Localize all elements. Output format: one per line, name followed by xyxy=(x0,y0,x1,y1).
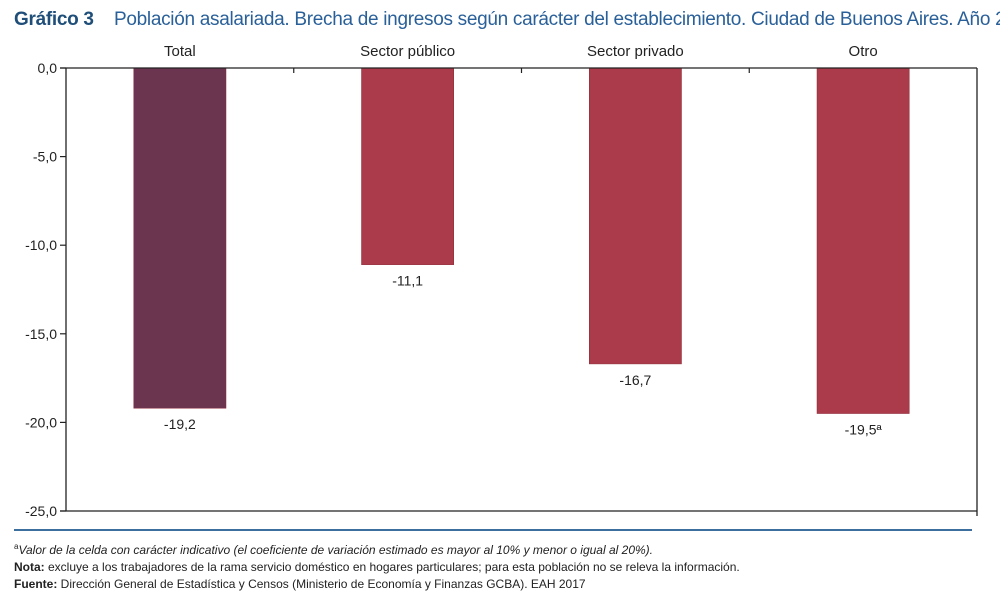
y-tick-label: -15,0 xyxy=(25,326,57,342)
footnote-nota: Nota: excluye a los trabajadores de la r… xyxy=(14,559,740,576)
axes-layer xyxy=(60,67,978,516)
nota-text: excluye a los trabajadores de la rama se… xyxy=(44,560,740,574)
bar-chart: -19,2 Total -11,1 Sector público -16,7 Sector… xyxy=(25,43,978,519)
category-label: Sector público xyxy=(360,43,455,60)
category-label: Total xyxy=(164,43,196,60)
y-tick-label: 0,0 xyxy=(38,60,58,76)
footnote-fuente: Fuente: Dirección General de Estadística… xyxy=(14,576,740,593)
category-label: Otro xyxy=(849,43,878,60)
footnote-indicative: aValor de la celda con carácter indicati… xyxy=(14,538,740,559)
bar-otro xyxy=(816,67,910,414)
data-label: -11,1 xyxy=(392,273,423,289)
fuente-label: Fuente: xyxy=(14,577,58,591)
category-label: Sector privado xyxy=(587,43,684,60)
data-label: -19,2 xyxy=(164,416,196,432)
labels-layer: -19,2 Total -11,1 Sector público -16,7 Sector… xyxy=(25,43,882,519)
data-label: -19,5ª xyxy=(845,422,883,438)
y-tick-label: -20,0 xyxy=(25,414,57,430)
y-tick-label: -25,0 xyxy=(25,503,57,519)
footnote-indicative-text: Valor de la celda con carácter indicativ… xyxy=(18,543,653,557)
footer-divider xyxy=(14,529,972,531)
y-tick-label: -5,0 xyxy=(33,149,57,165)
bars-layer xyxy=(133,67,910,414)
bar-total xyxy=(133,67,227,409)
chart-number: Gráfico 3 xyxy=(14,9,94,30)
data-label: -16,7 xyxy=(619,372,651,388)
chart-header: Gráfico 3 Población asalariada. Brecha de… xyxy=(14,9,1000,31)
nota-label: Nota: xyxy=(14,560,45,574)
chart-title: Población asalariada. Brecha de ingresos… xyxy=(114,9,1000,30)
fuente-text: Dirección General de Estadística y Censo… xyxy=(57,577,586,591)
chart-notes: aValor de la celda con carácter indicati… xyxy=(14,538,740,593)
bar-sector-público xyxy=(361,67,454,265)
bar-sector-privado xyxy=(589,67,682,365)
footnote-marker: a xyxy=(14,542,19,551)
y-tick-label: -10,0 xyxy=(25,237,57,253)
